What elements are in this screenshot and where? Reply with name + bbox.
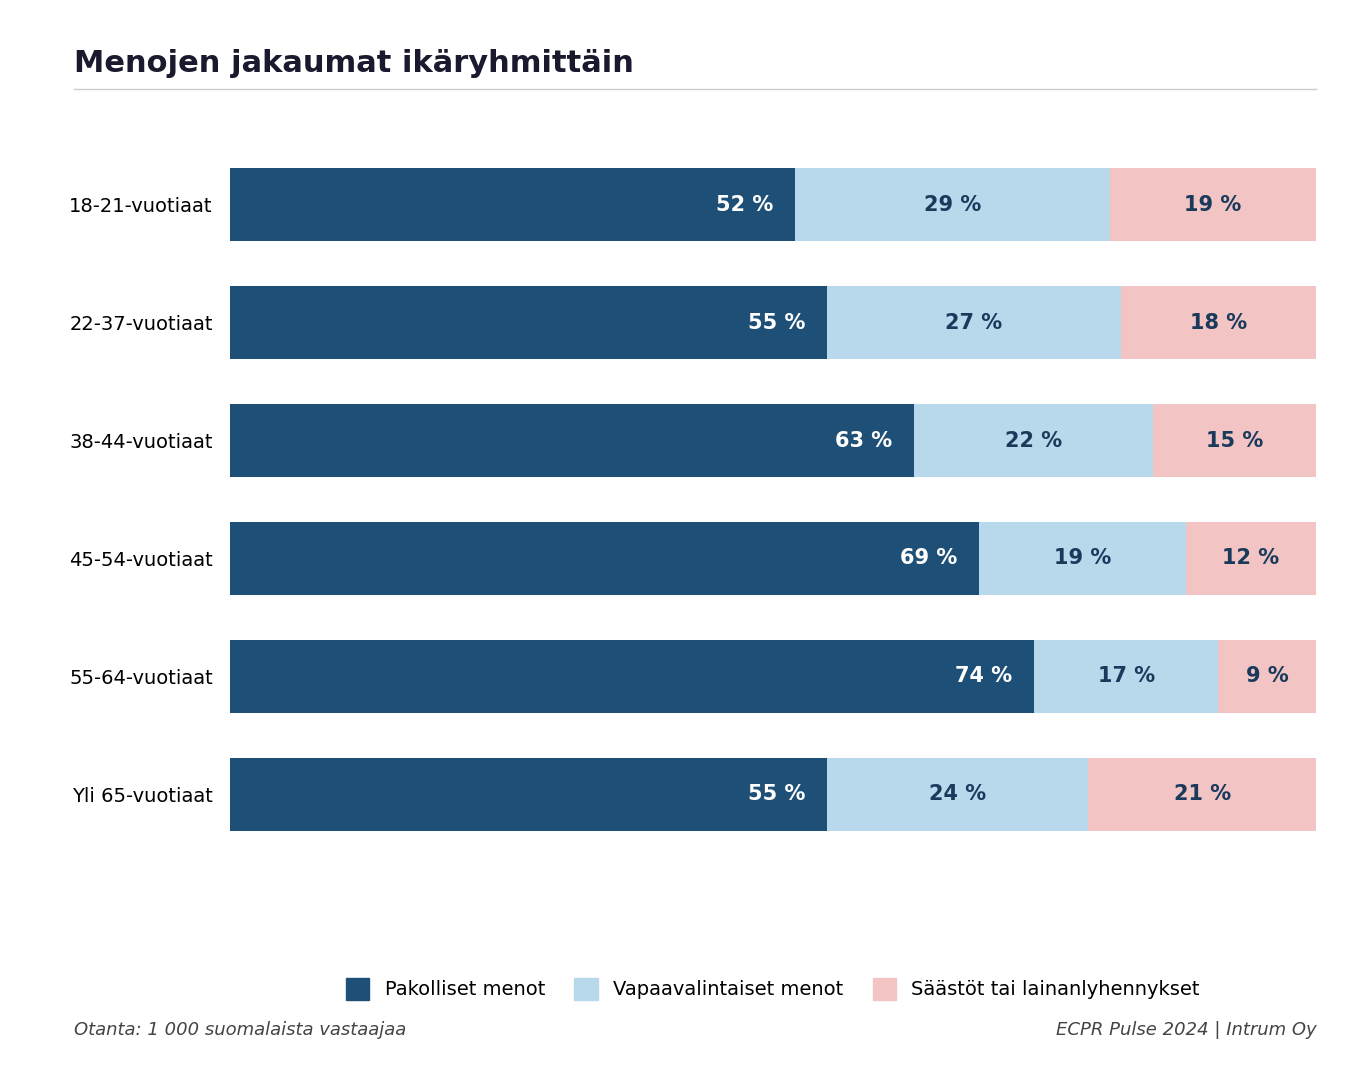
Text: 9 %: 9 % (1246, 666, 1289, 687)
Legend: Pakolliset menot, Vapaavalintaiset menot, Säästöt tai lainanlyhennykset: Pakolliset menot, Vapaavalintaiset menot… (346, 977, 1200, 1000)
Bar (1034, 639, 1219, 713)
Text: 15 %: 15 % (1206, 431, 1264, 450)
Bar (1219, 639, 1316, 713)
Text: 69 %: 69 % (900, 549, 957, 568)
Text: 17 %: 17 % (1098, 666, 1154, 687)
Bar (1120, 286, 1316, 360)
Text: 19 %: 19 % (1054, 549, 1111, 568)
Text: Menojen jakaumat ikäryhmittäin: Menojen jakaumat ikäryhmittäin (74, 49, 634, 78)
Text: 24 %: 24 % (929, 784, 987, 805)
Text: 12 %: 12 % (1223, 549, 1280, 568)
Bar (795, 168, 1110, 241)
Text: 22 %: 22 % (1006, 431, 1062, 450)
Bar (230, 639, 1034, 713)
Bar (1153, 404, 1316, 477)
Text: 52 %: 52 % (716, 194, 772, 215)
Text: ECPR Pulse 2024 | Intrum Oy: ECPR Pulse 2024 | Intrum Oy (1056, 1021, 1316, 1039)
Bar (230, 522, 979, 595)
Bar (1088, 758, 1316, 831)
Bar (979, 522, 1185, 595)
Bar (914, 404, 1153, 477)
Text: 18 %: 18 % (1189, 312, 1247, 333)
Bar (230, 758, 828, 831)
Bar (828, 758, 1088, 831)
Bar (828, 286, 1120, 360)
Text: Otanta: 1 000 suomalaista vastaajaa: Otanta: 1 000 suomalaista vastaajaa (74, 1021, 406, 1039)
Bar (230, 404, 914, 477)
Text: 21 %: 21 % (1173, 784, 1231, 805)
Bar (230, 168, 795, 241)
Text: 29 %: 29 % (923, 194, 981, 215)
Text: 55 %: 55 % (748, 784, 806, 805)
Text: 55 %: 55 % (748, 312, 806, 333)
Text: 74 %: 74 % (954, 666, 1012, 687)
Bar (230, 286, 828, 360)
Bar (1185, 522, 1316, 595)
Bar (1110, 168, 1316, 241)
Text: 19 %: 19 % (1184, 194, 1242, 215)
Text: 27 %: 27 % (945, 312, 1003, 333)
Text: 63 %: 63 % (836, 431, 892, 450)
